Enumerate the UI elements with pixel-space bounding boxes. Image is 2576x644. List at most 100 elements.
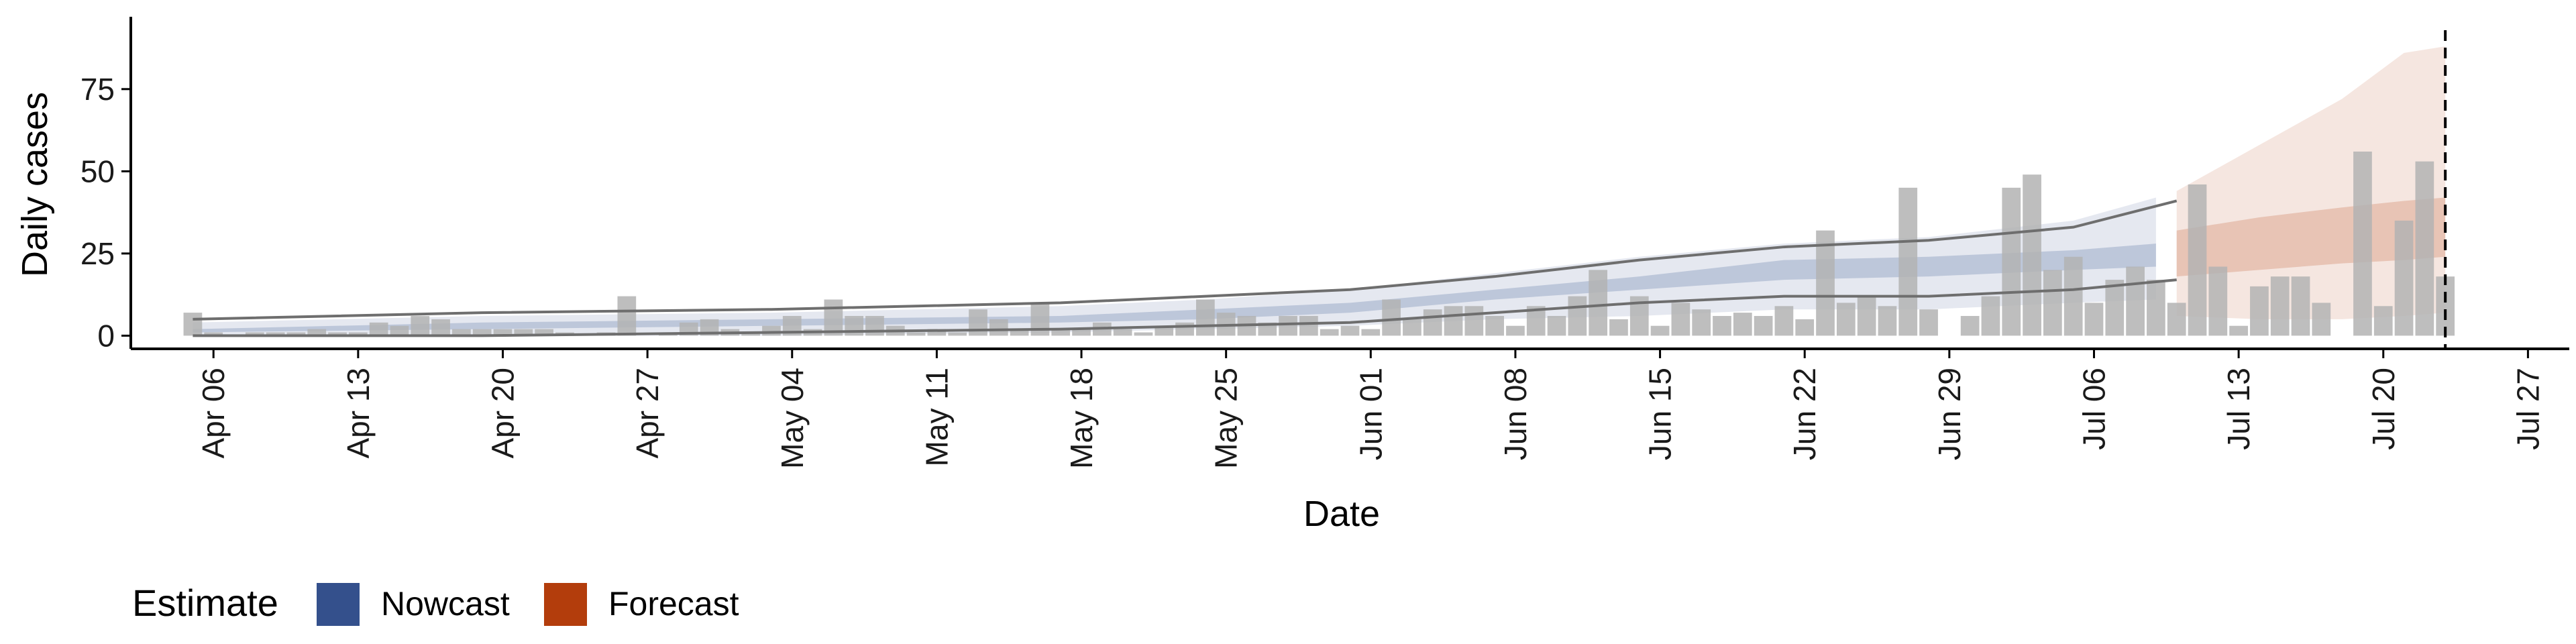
case-bar	[617, 296, 637, 336]
x-axis-ticks: Apr 06 Apr 13 Apr 20 Apr 27 May 04 May 11 May …	[196, 349, 2545, 469]
x-tick-label: Apr 27	[630, 368, 665, 459]
x-tick-label: Apr 13	[341, 368, 376, 459]
case-bar	[1196, 299, 1215, 336]
case-bar	[1175, 322, 1194, 336]
x-tick-label: Jun 29	[1932, 368, 1967, 460]
case-bar	[1754, 315, 1773, 336]
case-bar	[1589, 270, 1608, 336]
case-bar	[183, 313, 203, 336]
y-axis-ticks: 0 25 50 75	[80, 72, 131, 353]
case-bar	[2167, 303, 2186, 336]
x-tick-label: May 18	[1064, 368, 1099, 469]
case-bar	[1340, 325, 1360, 336]
case-bar	[2208, 266, 2228, 336]
case-bar	[535, 329, 553, 336]
case-bar	[1547, 315, 1566, 336]
case-bar	[1506, 325, 1525, 336]
case-bar	[390, 325, 409, 336]
legend-swatch-nowcast	[317, 583, 360, 626]
case-bar	[948, 332, 967, 336]
case-bar	[348, 332, 368, 336]
case-bar	[2105, 280, 2125, 336]
outline-lines	[193, 30, 2447, 349]
case-bar	[1692, 309, 1711, 336]
case-bar	[514, 329, 533, 336]
case-bar	[2002, 187, 2021, 336]
x-tick-label: Jul 20	[2366, 368, 2401, 450]
case-bar	[2270, 276, 2290, 336]
case-bar	[2023, 174, 2041, 336]
case-bar	[2373, 306, 2393, 336]
case-bar	[204, 332, 223, 336]
case-bar	[2250, 286, 2269, 336]
x-tick-label: Jun 15	[1643, 368, 1678, 460]
case-bar	[1464, 306, 1484, 336]
case-bar	[328, 332, 347, 336]
x-tick-label: Apr 20	[485, 368, 520, 459]
case-bar	[741, 332, 761, 336]
legend-label-forecast: Forecast	[608, 585, 739, 623]
x-tick-label: Jun 22	[1787, 368, 1822, 460]
legend-swatch-forecast	[544, 583, 587, 626]
case-bar	[1320, 329, 1339, 336]
x-tick-label: Jul 13	[2221, 368, 2256, 450]
case-bar	[411, 315, 430, 336]
case-bar	[1671, 303, 1690, 336]
case-bar	[2188, 184, 2207, 336]
case-bar	[1361, 329, 1381, 336]
case-bar	[2353, 151, 2372, 336]
x-tick-label: May 25	[1209, 368, 1244, 469]
case-bar	[1816, 230, 1835, 336]
case-bar	[989, 319, 1008, 336]
case-bar	[493, 329, 513, 336]
case-bar	[969, 309, 987, 336]
daily-case-bars	[183, 151, 2455, 336]
case-bar	[1713, 315, 1731, 336]
x-tick-label: Apr 06	[196, 368, 231, 459]
case-bar	[824, 299, 843, 336]
legend-label-nowcast: Nowcast	[381, 585, 510, 623]
case-bar	[1051, 329, 1071, 336]
case-bar	[307, 329, 327, 336]
case-bar	[2147, 280, 2165, 336]
x-tick-label: Jun 08	[1498, 368, 1533, 460]
case-bar	[1836, 303, 1856, 336]
case-bar	[1279, 315, 1297, 336]
case-bar	[1382, 299, 1401, 336]
case-bar	[865, 315, 884, 336]
case-bar	[1960, 315, 1980, 336]
case-bar	[1155, 325, 1174, 336]
x-tick-label: May 04	[775, 368, 810, 469]
case-bar	[1113, 329, 1132, 336]
case-bar	[2394, 220, 2414, 336]
legend: Estimate Nowcast Forecast	[132, 582, 739, 626]
case-bar	[266, 332, 285, 336]
case-bar	[2043, 270, 2062, 336]
case-bar	[1981, 296, 2000, 336]
axes	[129, 17, 2569, 350]
case-bar	[762, 325, 781, 336]
case-bar	[906, 332, 926, 336]
x-axis-title: Date	[1303, 494, 1380, 534]
case-bar	[1733, 313, 1752, 336]
case-bar	[1010, 329, 1029, 336]
case-bar	[286, 332, 306, 336]
case-bar	[927, 329, 947, 336]
x-tick-label: Jul 06	[2076, 368, 2111, 450]
case-bar	[1650, 325, 1670, 336]
case-bar	[1568, 296, 1587, 336]
case-bar	[1134, 332, 1153, 336]
y-tick-label: 0	[97, 318, 115, 353]
case-bar	[2436, 276, 2455, 336]
case-bar	[1774, 306, 1794, 336]
case-bar	[2126, 266, 2145, 336]
y-axis-title: Daily cases	[15, 92, 55, 277]
case-bar	[1919, 309, 1938, 336]
case-bar	[1857, 296, 1876, 336]
case-bar	[1299, 315, 1318, 336]
case-bar	[1444, 306, 1463, 336]
outline-line-upper	[193, 199, 2178, 321]
case-bar	[369, 322, 388, 336]
y-tick-label: 75	[80, 72, 115, 107]
